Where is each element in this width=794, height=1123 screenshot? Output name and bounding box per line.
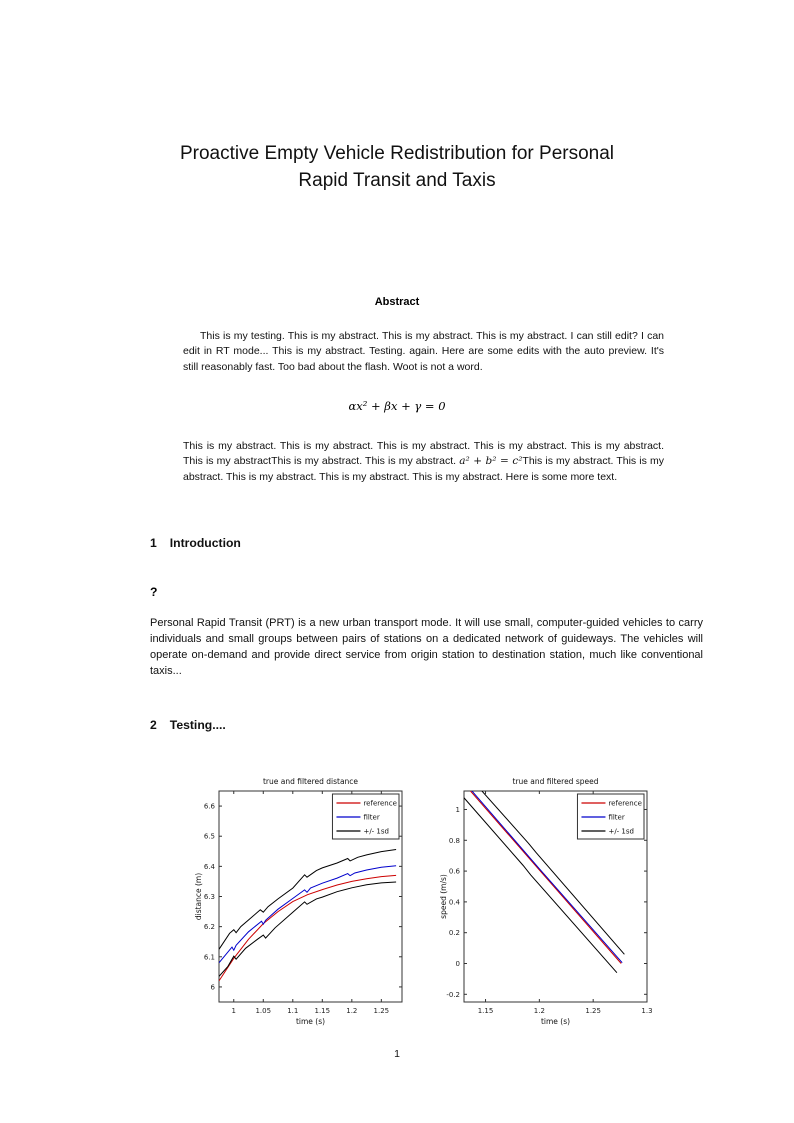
distance-plot-series-filter <box>218 865 396 964</box>
svg-text:1.1: 1.1 <box>287 1007 298 1015</box>
svg-text:reference: reference <box>608 800 641 808</box>
chart-title: true and filtered speed <box>512 777 598 786</box>
abstract-paragraph-2: This is my abstract. This is my abstract… <box>183 439 664 485</box>
section-heading-testing: 2 Testing.... <box>150 718 226 732</box>
svg-text:1.15: 1.15 <box>314 1007 330 1015</box>
introduction-paragraph: Personal Rapid Transit (PRT) is a new ur… <box>150 617 703 677</box>
figure-speed-plot: 1.15 1.2 1.25 1.3 -0.2 0 0.2 0.4 0.6 0.8 1 referenc… <box>438 772 653 1030</box>
speed-plot-series-minus-1sd <box>463 797 617 974</box>
section-title: Introduction <box>169 536 241 550</box>
abstract-paragraph-2-pre: This is my abstract. This is my abstract… <box>183 440 664 468</box>
svg-text:0.8: 0.8 <box>448 837 459 845</box>
abstract-paragraph-2-post: This is my abstract. This is my abstract… <box>183 455 664 483</box>
speed-plot-svg: 1.15 1.2 1.25 1.3 -0.2 0 0.2 0.4 0.6 0.8 1 referenc… <box>439 777 653 1026</box>
svg-text:-0.2: -0.2 <box>446 991 460 999</box>
section-number: 2 <box>150 718 157 732</box>
svg-text:6.1: 6.1 <box>203 953 214 961</box>
y-axis-label: distance (m) <box>194 873 203 920</box>
svg-text:1.05: 1.05 <box>255 1007 271 1015</box>
svg-text:6.6: 6.6 <box>203 803 215 811</box>
svg-text:1.15: 1.15 <box>477 1007 493 1015</box>
abstract-paragraph-text: This is my testing. This is my abstract.… <box>183 330 664 373</box>
svg-text:6.3: 6.3 <box>203 893 214 901</box>
figure-distance-plot: 1 1.05 1.1 1.15 1.2 1.25 6 6.1 6.2 6.3 6.4 6.5 6.6 re… <box>193 772 407 1030</box>
svg-text:6: 6 <box>210 983 215 991</box>
section-heading-introduction: 1 Introduction <box>150 536 241 550</box>
x-axis-label: time (s) <box>540 1017 569 1026</box>
svg-text:1.25: 1.25 <box>585 1007 601 1015</box>
x-axis-label: time (s) <box>295 1017 324 1026</box>
distance-plot-series-plus-1sd <box>218 849 396 950</box>
distance-plot-svg: 1 1.05 1.1 1.15 1.2 1.25 6 6.1 6.2 6.3 6.4 6.5 6.6 re… <box>194 777 402 1026</box>
svg-text:+/- 1sd: +/- 1sd <box>608 828 634 836</box>
svg-text:+/- 1sd: +/- 1sd <box>363 828 389 836</box>
y-axis-label: speed (m/s) <box>439 874 448 919</box>
speed-plot-series-plus-1sd <box>480 791 625 955</box>
svg-text:1.2: 1.2 <box>346 1007 357 1015</box>
paper-title: Proactive Empty Vehicle Redistribution f… <box>0 140 794 194</box>
subsection-heading-question: ? <box>150 585 158 599</box>
svg-text:0.4: 0.4 <box>448 898 460 906</box>
svg-text:1.25: 1.25 <box>373 1007 389 1015</box>
speed-plot-series-filter <box>470 791 623 964</box>
speed-plot-series-reference <box>469 791 622 964</box>
chart-title: true and filtered distance <box>262 777 357 786</box>
svg-text:1.2: 1.2 <box>533 1007 544 1015</box>
display-equation: αx² + βx + γ = 0 <box>348 399 446 413</box>
svg-text:1: 1 <box>455 806 459 814</box>
svg-text:6.5: 6.5 <box>203 833 214 841</box>
svg-text:6.2: 6.2 <box>203 923 214 931</box>
distance-plot-series-reference <box>218 874 396 982</box>
svg-text:1: 1 <box>231 1007 235 1015</box>
svg-text:reference: reference <box>363 800 396 808</box>
svg-text:filter: filter <box>608 814 624 822</box>
paper-title-line1: Proactive Empty Vehicle Redistribution f… <box>179 143 615 164</box>
figure-row: 1 1.05 1.1 1.15 1.2 1.25 6 6.1 6.2 6.3 6.4 6.5 6.6 re… <box>25 772 794 1030</box>
section-title: Testing.... <box>169 718 226 732</box>
svg-text:0: 0 <box>455 960 459 968</box>
svg-text:6.4: 6.4 <box>203 863 215 871</box>
svg-text:0.2: 0.2 <box>448 929 459 937</box>
inline-equation: a² + b² = c² <box>459 455 523 468</box>
page-number: 1 <box>394 1048 400 1060</box>
paper-title-line2: Rapid Transit and Taxis <box>298 170 496 191</box>
svg-text:0.6: 0.6 <box>448 868 460 876</box>
svg-text:1.3: 1.3 <box>641 1007 652 1015</box>
section-number: 1 <box>150 536 157 550</box>
abstract-heading: Abstract <box>374 296 420 308</box>
abstract-paragraph: This is my testing. This is my abstract.… <box>183 329 664 375</box>
distance-plot-series-minus-1sd <box>218 881 396 977</box>
svg-text:filter: filter <box>363 814 379 822</box>
